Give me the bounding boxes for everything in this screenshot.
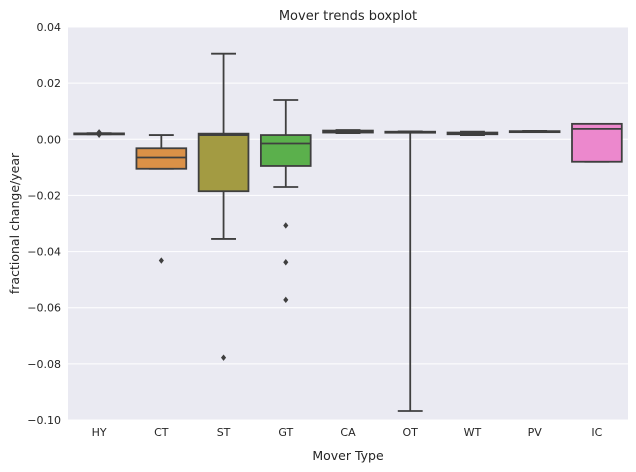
box-gt — [259, 99, 312, 304]
box-body — [135, 147, 188, 170]
chart-title: Mover trends boxplot — [279, 9, 417, 24]
box-st — [197, 52, 250, 361]
x-axis-ticks: HY CT ST GT CA OT WT PV IC — [92, 426, 603, 439]
y-axis-ticks: −0.10 −0.08 −0.06 −0.04 −0.02 0.00 0.02 0.04 — [27, 21, 61, 427]
plot-area — [68, 27, 628, 420]
box-ca — [322, 129, 374, 135]
x-tick-label: HY — [92, 426, 107, 439]
box-body — [259, 134, 312, 167]
y-tick-label: 0.02 — [37, 77, 62, 90]
y-tick-label: −0.08 — [27, 358, 61, 371]
box-pv — [508, 129, 561, 134]
outlier-point — [283, 222, 289, 229]
box-body — [197, 132, 250, 193]
y-tick-label: −0.04 — [27, 246, 61, 259]
box-body — [571, 122, 623, 163]
box-wt — [446, 130, 499, 136]
y-tick-label: 0.04 — [37, 21, 62, 34]
box-ct — [135, 134, 188, 264]
x-tick-label: CA — [340, 426, 356, 439]
boxes — [73, 52, 623, 412]
y-tick-label: 0.00 — [37, 133, 62, 146]
outlier-point — [220, 354, 227, 361]
outlier-point — [96, 129, 102, 136]
y-tick-label: −0.06 — [27, 302, 61, 315]
x-tick-label: GT — [278, 426, 293, 439]
outlier-point — [158, 257, 164, 264]
y-axis-label: fractional change/year — [7, 152, 22, 294]
x-tick-label: PV — [528, 426, 543, 439]
x-tick-label: ST — [217, 426, 231, 439]
outlier-point — [283, 296, 289, 304]
x-tick-label: WT — [464, 426, 482, 439]
y-tick-label: −0.02 — [27, 189, 61, 202]
x-tick-label: CT — [154, 426, 169, 439]
x-tick-label: OT — [403, 426, 419, 439]
y-tick-label: −0.10 — [27, 414, 61, 427]
outlier-point — [283, 259, 289, 266]
box-ot — [384, 130, 437, 412]
x-axis-label: Mover Type — [312, 448, 384, 463]
x-tick-label: IC — [591, 426, 602, 439]
box-hy — [73, 129, 125, 138]
box-ic — [571, 122, 623, 163]
